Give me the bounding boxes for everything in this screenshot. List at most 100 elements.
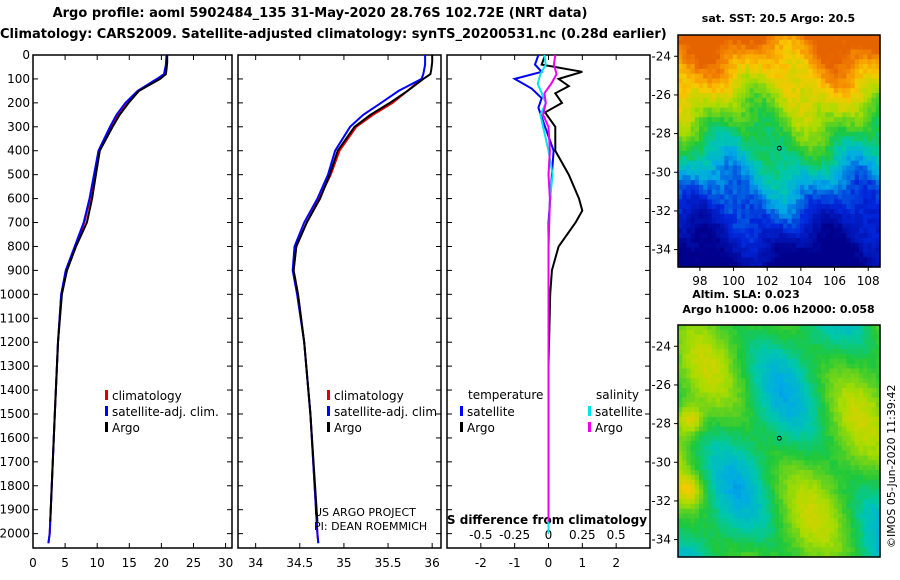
heatmap-cell bbox=[770, 329, 776, 336]
heatmap-cell bbox=[804, 151, 810, 157]
heatmap-cell bbox=[686, 131, 692, 138]
heatmap-cell bbox=[749, 465, 755, 471]
heatmap-cell bbox=[808, 339, 814, 345]
heatmap-cell bbox=[825, 64, 831, 70]
heatmap-cell bbox=[741, 489, 746, 495]
heatmap-cell bbox=[812, 537, 818, 544]
heatmap-cell bbox=[753, 117, 759, 123]
heatmap-cell bbox=[846, 426, 852, 432]
heatmap-cell bbox=[694, 247, 700, 254]
heatmap-cell bbox=[749, 445, 755, 452]
heatmap-cell bbox=[724, 499, 730, 505]
heatmap-cell bbox=[812, 373, 818, 379]
heatmap-cell bbox=[779, 59, 784, 65]
heatmap-cell bbox=[787, 59, 793, 65]
heatmap-cell bbox=[808, 73, 814, 80]
heatmap-cell bbox=[816, 387, 822, 394]
heatmap-cell bbox=[682, 189, 688, 196]
heatmap-cell bbox=[762, 131, 767, 138]
heatmap-cell bbox=[707, 329, 713, 336]
heatmap-cell bbox=[753, 39, 759, 46]
heatmap-cell bbox=[690, 344, 696, 350]
heatmap-cell bbox=[804, 64, 810, 70]
heatmap-cell bbox=[736, 204, 742, 210]
heatmap-cell bbox=[707, 547, 713, 553]
heatmap-cell bbox=[762, 262, 767, 268]
heatmap-cell bbox=[816, 257, 822, 263]
heatmap-cell bbox=[757, 402, 763, 408]
heatmap-cell bbox=[825, 407, 831, 413]
map-latitude-label: -34 bbox=[651, 533, 671, 547]
heatmap-cell bbox=[770, 532, 776, 539]
heatmap-cell bbox=[833, 542, 839, 548]
heatmap-cell bbox=[724, 209, 730, 215]
heatmap-cell bbox=[854, 247, 860, 254]
heatmap-cell bbox=[741, 165, 746, 171]
heatmap-cell bbox=[821, 542, 826, 548]
heatmap-cell bbox=[791, 64, 797, 70]
heatmap-cell bbox=[699, 83, 704, 89]
heatmap-cell bbox=[707, 68, 713, 75]
heatmap-cell bbox=[757, 542, 763, 548]
heatmap-cell bbox=[749, 484, 755, 490]
heatmap-cell bbox=[736, 349, 742, 355]
heatmap-cell bbox=[757, 102, 763, 109]
heatmap-cell bbox=[703, 441, 709, 447]
heatmap-cell bbox=[694, 189, 700, 196]
panel-frame-temperature bbox=[32, 54, 233, 549]
heatmap-cell bbox=[808, 344, 814, 350]
heatmap-cell bbox=[791, 450, 797, 457]
heatmap-cell bbox=[829, 532, 835, 539]
heatmap-cell bbox=[699, 262, 704, 268]
heatmap-cell bbox=[779, 170, 784, 176]
heatmap-cell bbox=[825, 88, 831, 94]
heatmap-cell bbox=[795, 204, 801, 210]
heatmap-cell bbox=[863, 528, 868, 534]
heatmap-cell bbox=[779, 421, 784, 428]
heatmap-cell bbox=[766, 97, 772, 104]
heatmap-cell bbox=[875, 35, 881, 41]
heatmap-cell bbox=[757, 39, 763, 46]
heatmap-cell bbox=[825, 368, 831, 374]
heatmap-cell bbox=[724, 368, 730, 374]
heatmap-cell bbox=[871, 436, 877, 442]
heatmap-cell bbox=[715, 247, 721, 254]
heatmap-cell bbox=[846, 160, 852, 167]
heatmap-cell bbox=[745, 503, 751, 510]
heatmap-cell bbox=[762, 160, 767, 167]
heatmap-cell bbox=[770, 547, 776, 553]
heatmap-cell bbox=[858, 474, 864, 481]
heatmap-cell bbox=[867, 59, 873, 65]
heatmap-cell bbox=[749, 213, 755, 220]
heatmap-cell bbox=[736, 180, 742, 186]
heatmap-cell bbox=[821, 392, 826, 399]
heatmap-cell bbox=[711, 455, 717, 461]
heatmap-cell bbox=[783, 354, 789, 360]
heatmap-cell bbox=[745, 78, 751, 84]
heatmap-cell bbox=[821, 209, 826, 215]
heatmap-cell bbox=[795, 199, 801, 205]
difference-axis-title: S difference from climatology bbox=[447, 513, 647, 527]
heatmap-cell bbox=[678, 552, 683, 558]
heatmap-cell bbox=[699, 373, 704, 379]
heatmap-cell bbox=[724, 455, 730, 461]
heatmap-cell bbox=[875, 445, 881, 452]
heatmap-cell bbox=[837, 97, 843, 104]
heatmap-cell bbox=[715, 354, 721, 360]
heatmap-cell bbox=[783, 450, 789, 457]
heatmap-cell bbox=[694, 354, 700, 360]
heatmap-cell bbox=[720, 392, 725, 399]
heatmap-cell bbox=[779, 223, 784, 229]
heatmap-cell bbox=[770, 155, 776, 162]
heatmap-cell bbox=[808, 242, 814, 249]
heatmap-cell bbox=[686, 199, 692, 205]
heatmap-cell bbox=[779, 184, 784, 191]
heatmap-cell bbox=[711, 165, 717, 171]
heatmap-cell bbox=[825, 117, 831, 123]
heatmap-cell bbox=[783, 407, 789, 413]
heatmap-cell bbox=[682, 54, 688, 60]
heatmap-cell bbox=[762, 83, 767, 89]
heatmap-cell bbox=[875, 523, 881, 529]
heatmap-cell bbox=[741, 107, 746, 113]
heatmap-cell bbox=[770, 523, 776, 529]
